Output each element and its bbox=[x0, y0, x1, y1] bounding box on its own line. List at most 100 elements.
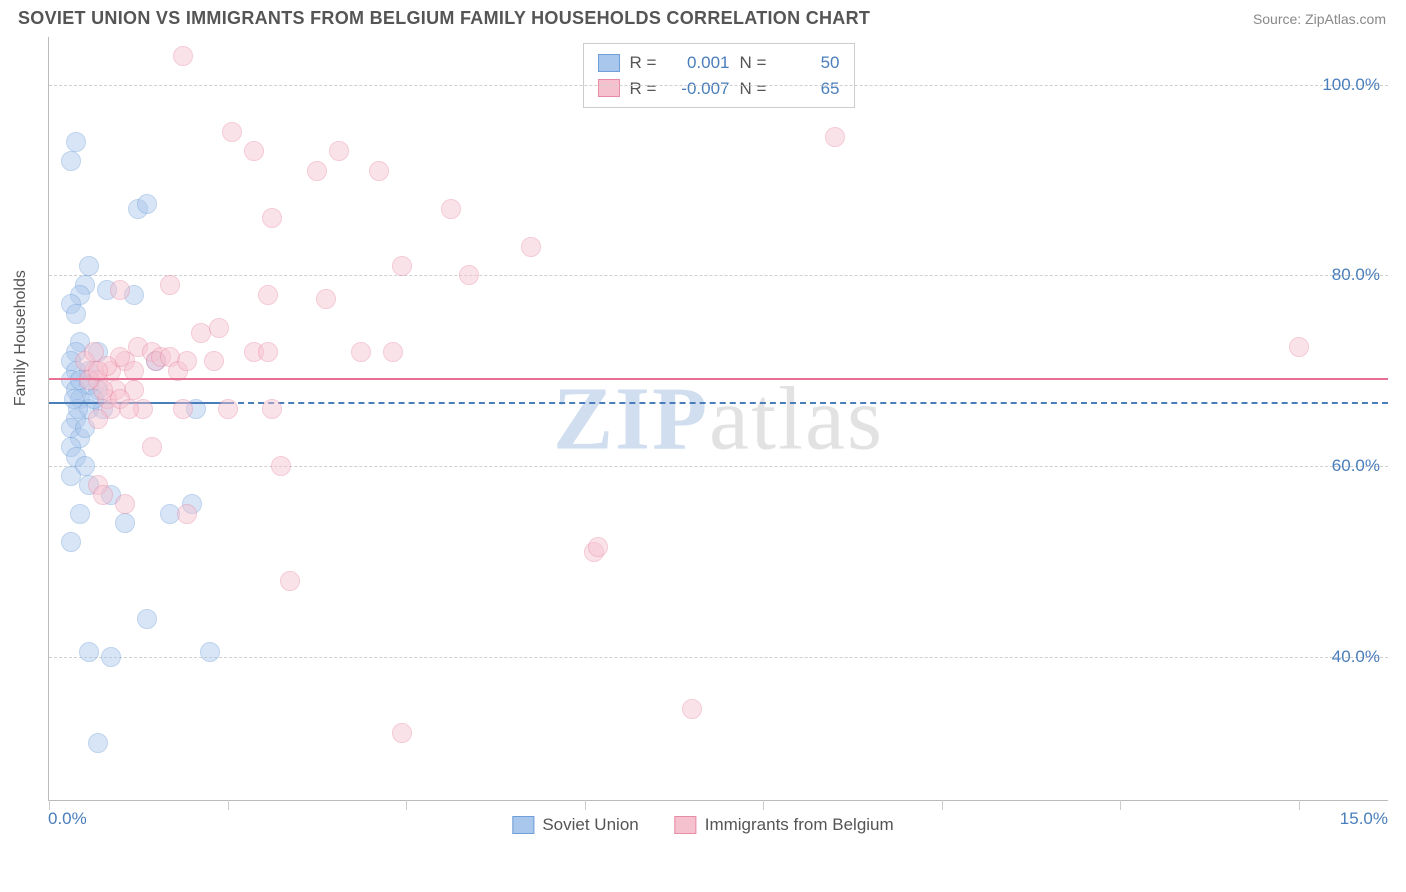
scatter-point bbox=[66, 132, 86, 152]
legend-r-label: R = bbox=[630, 50, 660, 76]
scatter-point bbox=[271, 456, 291, 476]
legend-r-value: 0.001 bbox=[670, 50, 730, 76]
scatter-point bbox=[369, 161, 389, 181]
legend-swatch bbox=[512, 816, 534, 834]
legend-n-label: N = bbox=[740, 50, 770, 76]
scatter-point bbox=[262, 208, 282, 228]
scatter-point bbox=[383, 342, 403, 362]
legend-series-label: Soviet Union bbox=[542, 815, 638, 835]
legend-r-value: -0.007 bbox=[670, 76, 730, 102]
x-tick bbox=[406, 800, 407, 810]
scatter-point bbox=[258, 342, 278, 362]
scatter-point bbox=[66, 304, 86, 324]
scatter-point bbox=[329, 141, 349, 161]
scatter-point bbox=[115, 513, 135, 533]
x-tick bbox=[585, 800, 586, 810]
trend-line-dashed bbox=[228, 402, 1388, 404]
legend-n-label: N = bbox=[740, 76, 770, 102]
legend-correlation-row: R = -0.007 N = 65 bbox=[598, 76, 840, 102]
scatter-point bbox=[119, 399, 139, 419]
x-axis-start-label: 0.0% bbox=[48, 809, 87, 829]
scatter-point bbox=[459, 265, 479, 285]
gridline-h bbox=[49, 85, 1388, 86]
legend-swatch bbox=[598, 54, 620, 72]
scatter-point bbox=[64, 389, 84, 409]
legend-series-item: Immigrants from Belgium bbox=[675, 815, 894, 835]
y-tick-label: 40.0% bbox=[1332, 647, 1380, 667]
scatter-point bbox=[316, 289, 336, 309]
scatter-point bbox=[137, 609, 157, 629]
scatter-point bbox=[1289, 337, 1309, 357]
gridline-h bbox=[49, 657, 1388, 658]
scatter-point bbox=[101, 647, 121, 667]
scatter-point bbox=[588, 537, 608, 557]
gridline-h bbox=[49, 466, 1388, 467]
legend-correlation: R = 0.001 N = 50 R = -0.007 N = 65 bbox=[583, 43, 855, 108]
legend-series: Soviet Union Immigrants from Belgium bbox=[512, 815, 893, 835]
scatter-point bbox=[173, 46, 193, 66]
watermark-atlas: atlas bbox=[709, 369, 884, 468]
scatter-point bbox=[137, 194, 157, 214]
x-tick bbox=[942, 800, 943, 810]
source-label: Source: ZipAtlas.com bbox=[1253, 11, 1386, 27]
scatter-point bbox=[441, 199, 461, 219]
scatter-point bbox=[177, 504, 197, 524]
scatter-point bbox=[61, 532, 81, 552]
scatter-point bbox=[61, 151, 81, 171]
scatter-point bbox=[392, 256, 412, 276]
watermark: ZIPatlas bbox=[553, 367, 884, 470]
scatter-point bbox=[307, 161, 327, 181]
scatter-point bbox=[200, 642, 220, 662]
y-tick-label: 60.0% bbox=[1332, 456, 1380, 476]
scatter-point bbox=[244, 141, 264, 161]
watermark-zip: ZIP bbox=[553, 369, 709, 468]
scatter-point bbox=[88, 409, 108, 429]
x-tick bbox=[1120, 800, 1121, 810]
legend-swatch bbox=[598, 79, 620, 97]
chart-container: Family Households ZIPatlas R =0.001N =50… bbox=[18, 37, 1388, 857]
scatter-point bbox=[262, 399, 282, 419]
plot-area: ZIPatlas R = 0.001 N = 50 R = -0.007 N = 65 40.… bbox=[48, 37, 1388, 801]
scatter-point bbox=[79, 256, 99, 276]
scatter-point bbox=[88, 733, 108, 753]
x-tick bbox=[1299, 800, 1300, 810]
trend-line bbox=[49, 378, 1388, 380]
scatter-point bbox=[115, 494, 135, 514]
legend-correlation-row: R = 0.001 N = 50 bbox=[598, 50, 840, 76]
scatter-point bbox=[521, 237, 541, 257]
scatter-point bbox=[70, 504, 90, 524]
x-tick bbox=[763, 800, 764, 810]
scatter-point bbox=[682, 699, 702, 719]
x-tick bbox=[228, 800, 229, 810]
header: SOVIET UNION VS IMMIGRANTS FROM BELGIUM … bbox=[0, 0, 1406, 33]
legend-swatch bbox=[675, 816, 697, 834]
legend-n-value: 50 bbox=[780, 50, 840, 76]
y-axis-title: Family Households bbox=[12, 270, 30, 406]
scatter-point bbox=[280, 571, 300, 591]
scatter-point bbox=[84, 342, 104, 362]
scatter-point bbox=[142, 437, 162, 457]
scatter-point bbox=[825, 127, 845, 147]
scatter-point bbox=[79, 642, 99, 662]
legend-r-label: R = bbox=[630, 76, 660, 102]
scatter-point bbox=[218, 399, 238, 419]
y-tick-label: 80.0% bbox=[1332, 265, 1380, 285]
legend-n-value: 65 bbox=[780, 76, 840, 102]
chart-title: SOVIET UNION VS IMMIGRANTS FROM BELGIUM … bbox=[18, 8, 870, 29]
scatter-point bbox=[258, 285, 278, 305]
x-axis-end-label: 15.0% bbox=[1340, 809, 1388, 829]
legend-series-item: Soviet Union bbox=[512, 815, 638, 835]
scatter-point bbox=[392, 723, 412, 743]
scatter-point bbox=[222, 122, 242, 142]
scatter-point bbox=[110, 280, 130, 300]
scatter-point bbox=[93, 485, 113, 505]
scatter-point bbox=[351, 342, 371, 362]
scatter-point bbox=[209, 318, 229, 338]
legend-series-label: Immigrants from Belgium bbox=[705, 815, 894, 835]
scatter-point bbox=[173, 399, 193, 419]
scatter-point bbox=[160, 275, 180, 295]
gridline-h bbox=[49, 275, 1388, 276]
y-tick-label: 100.0% bbox=[1322, 75, 1380, 95]
scatter-point bbox=[177, 351, 197, 371]
scatter-point bbox=[204, 351, 224, 371]
